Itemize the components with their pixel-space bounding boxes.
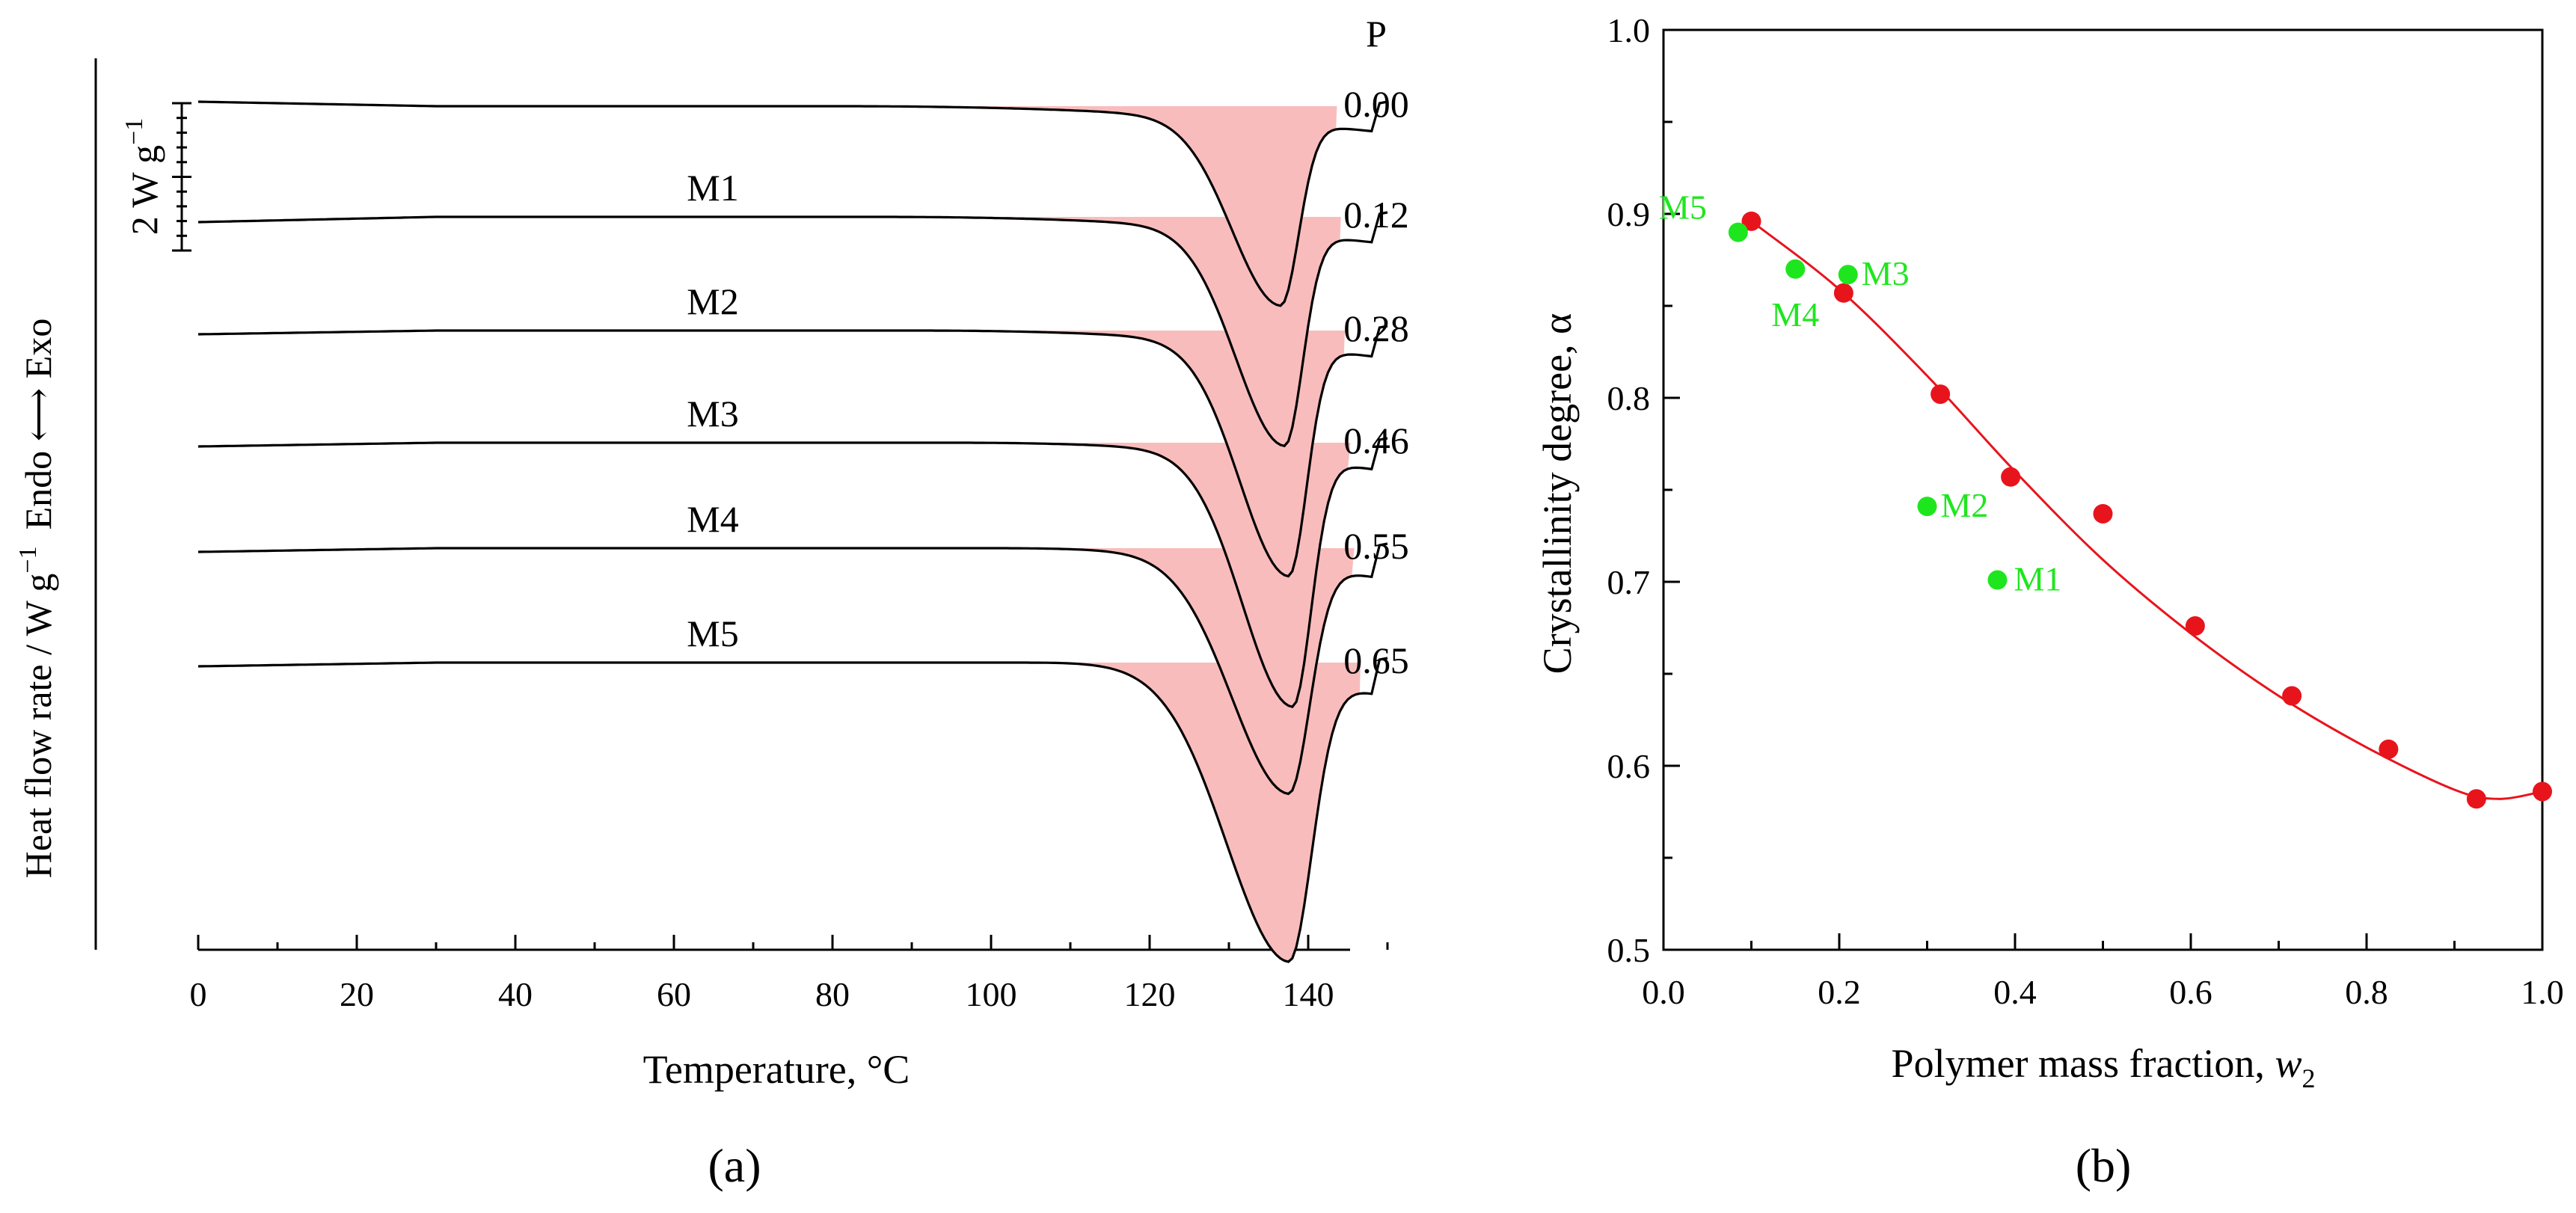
scale-bar-superscript: −1 [120,118,148,145]
panel-b-x-tick-label: 0.4 [1993,973,2037,1011]
panel-a-y-label-superscript: −1 [14,546,42,573]
curve-name-label: M5 [687,612,738,654]
scale-bar: 2 W g−1 [120,102,191,252]
panel-a-peak-fills [832,106,1361,962]
peak-area-fill [1031,663,1361,962]
panel-b-x-tick-label: 0.6 [2169,973,2212,1011]
p-value-label: 0.65 [1343,639,1409,681]
panel-b-y-tick-label: 0.5 [1607,931,1651,969]
curve-name-label: M3 [687,393,738,434]
panel-b-x-tick-label: 0.2 [1818,973,1861,1011]
panel-a-x-tick-label: 100 [966,975,1017,1013]
panel-b-x-label-variable: w [2275,1041,2301,1086]
panel-a-x-tick-label: 60 [657,975,691,1013]
p-value-label: 0.46 [1343,420,1409,461]
panel-a-x-axis-label: Temperature, °C [643,1047,910,1092]
data-point [2001,467,2021,487]
mixture-point [1987,570,2008,590]
panel-b-plot-frame [1662,28,2544,951]
peak-area-fill [872,217,1341,446]
panel-b-x-label-text: Polymer mass fraction, [1892,1041,2275,1086]
panel-a-x-tick-label: 80 [815,975,850,1013]
dsc-curve [197,211,1388,448]
mixture-point [1838,265,1858,285]
mixture-point-label: M2 [1941,486,1989,524]
p-value-label: 0.12 [1343,194,1409,236]
panel-a-label: (a) [708,1139,761,1192]
panel-b-x-tick-label: 1.0 [2521,973,2564,1011]
mixture-point-label: M3 [1862,254,1910,292]
panel-b-label: (b) [2076,1139,2132,1192]
data-point [1833,283,1853,303]
panel-a-x-tick-label: 0 [190,975,207,1013]
peak-area-fill [951,443,1351,707]
curve-name-label: M1 [687,167,738,209]
dsc-curve [197,657,1388,963]
data-point [2533,781,2552,802]
panel-a-x-tick-label: 140 [1283,975,1334,1013]
data-point [2093,503,2113,523]
endo-exo-label: Endo ⟷ Exo [17,319,59,530]
panel-b-axis-ticks: 0.0 0.2 0.4 0.6 0.8 1.0 0.5 0.6 0.7 0.8 0.9 1.0 [1607,11,2564,1011]
panel-b-y-tick-label: 0.8 [1607,379,1651,417]
p-value-label: 0.55 [1343,525,1409,567]
mixture-point-label: M4 [1771,295,1819,334]
panel-a-y-label-text: Heat flow rate / W g [17,574,59,879]
panel-b-points: M5 M4 M3 M2 M1 [1659,188,2552,809]
mixture-point-label: M5 [1659,188,1707,227]
dsc-curve [197,100,1388,307]
p-value-label: 0.00 [1343,83,1409,125]
data-point [1931,384,1951,405]
panel-b-y-axis-label: Crystallinity degree, α [1535,313,1580,675]
scale-bar-label: 2 W g−1 [120,118,165,236]
panel-b-y-tick-label: 0.6 [1607,747,1651,785]
panel-b-y-tick-label: 1.0 [1607,11,1651,49]
peak-area-fill [832,106,1337,306]
fit-curve [1750,220,2543,800]
panel-b-x-label-subscript: 2 [2301,1063,2315,1093]
panel-a-curve-labels: 0.00 0.12 M1 0.28 M2 0.46 M3 0.55 M4 0.65 M5 [687,83,1408,681]
mixture-point [1728,222,1748,242]
panel-b-y-tick-label: 0.7 [1607,563,1651,601]
panel-b-x-tick-label: 0.0 [1642,973,1685,1011]
panel-a-dsc-curves [197,100,1388,963]
panel-b-scatter-chart: 0.0 0.2 0.4 0.6 0.8 1.00.50.60.70.80.91.0 M5M… [1535,11,2564,1192]
dsc-curve [197,325,1388,578]
p-column-header: P [1366,13,1387,55]
panel-b-x-tick-label: 0.8 [2345,973,2388,1011]
dsc-curve [197,437,1388,709]
p-value-label: 0.28 [1343,307,1409,349]
curve-name-label: M2 [687,280,738,322]
peak-area-fill [912,331,1346,577]
mixture-point [1785,259,1806,279]
data-point [2379,739,2399,759]
panel-a-x-ticks: 0 20 40 60 80 100 120 140 [190,935,1389,1013]
data-point [1741,211,1761,231]
panel-a-y-axis-label: Heat flow rate / W g−1 Endo ⟷ Exo [14,319,59,879]
data-point [2466,789,2486,809]
mixture-point [1917,497,1937,517]
panel-a-x-tick-label: 20 [340,975,374,1013]
mixture-point-label: M1 [2014,560,2062,598]
data-point [2282,686,2302,706]
panel-b-x-axis-label: Polymer mass fraction, w2 [1892,1041,2316,1093]
scale-bar-text: 2 W g [123,145,165,235]
panel-a-dsc-chart: 0 20 40 60 80 100 120 140 0.00 0.12 M1 0.28 M2 0.46 M… [14,13,1409,1192]
scale-bar-ticks [172,102,191,252]
curve-name-label: M4 [687,498,738,540]
panel-a-x-tick-label: 40 [498,975,533,1013]
panel-b-y-tick-label: 0.9 [1607,195,1651,233]
panel-a-x-tick-label: 120 [1124,975,1176,1013]
dsc-curve [197,542,1388,796]
data-point [2185,616,2205,636]
